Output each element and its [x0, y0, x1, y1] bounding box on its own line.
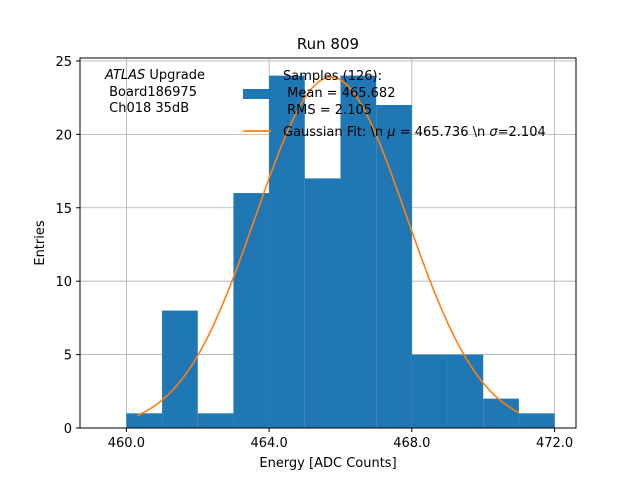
histogram-bar [483, 398, 519, 428]
histogram-bar [376, 104, 412, 428]
annotation-italic: ATLAS [104, 68, 145, 83]
legend-fit-label: Gaussian Fit: \n μ = 465.736 \n σ=2.104 [283, 125, 546, 140]
legend-hist-swatch [243, 89, 271, 99]
atlas-annotation: ATLAS Upgrade Board186975 Ch018 35dB [104, 68, 205, 116]
x-tick-label: 472.0 [536, 436, 573, 451]
histogram-bar [197, 413, 234, 428]
y-tick-label: 0 [64, 422, 72, 437]
legend-hist-line3: RMS = 2.105 [283, 103, 372, 118]
annotation-line3: Ch018 35dB [105, 101, 189, 116]
gaussian-fit [136, 76, 520, 417]
legend: Samples (126): Mean = 465.682 RMS = 2.10… [243, 69, 546, 140]
svg-text:ATLAS Upgrade: ATLAS Upgrade [104, 68, 205, 83]
chart-title: Run 809 [297, 35, 359, 53]
legend-hist-line2: Mean = 465.682 [283, 86, 395, 101]
y-tick-label: 10 [55, 275, 72, 290]
gaussian-fit-curve [136, 76, 520, 417]
histogram-bar [162, 310, 198, 428]
y-tick-label: 5 [64, 349, 72, 364]
histogram-bar [447, 354, 484, 428]
y-axis-label: Entries [33, 220, 48, 266]
x-tick-label: 464.0 [251, 436, 288, 451]
y-tick-label: 20 [55, 128, 72, 143]
plot-frame [79, 57, 577, 429]
histogram-bars [126, 75, 555, 428]
histogram-bar [126, 413, 163, 428]
histogram-bar [340, 75, 377, 428]
histogram-bar [518, 413, 555, 428]
histogram-bar [304, 178, 341, 428]
y-tick-label: 25 [55, 55, 72, 70]
annotation-line1: Upgrade [145, 68, 205, 83]
histogram-bar [411, 354, 448, 428]
y-axis-ticks: 0 5 10 15 20 25 [55, 55, 80, 437]
y-tick-label: 15 [55, 202, 72, 217]
x-tick-label: 460.0 [108, 436, 145, 451]
x-tick-label: 468.0 [393, 436, 430, 451]
x-axis-label: Energy [ADC Counts] [259, 456, 396, 471]
x-axis-ticks: 460.0 464.0 468.0 472.0 [108, 428, 573, 451]
legend-hist-line1: Samples (126): [283, 69, 382, 84]
histogram-bar [233, 193, 270, 428]
annotation-line2: Board186975 [105, 85, 197, 100]
